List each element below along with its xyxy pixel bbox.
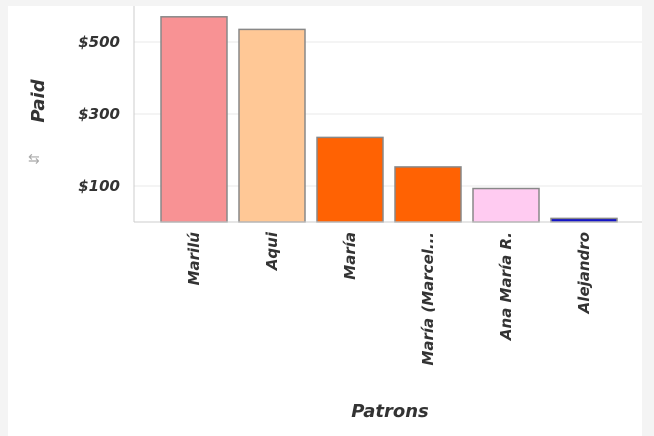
x-tick-label: Alejandro — [575, 232, 593, 314]
x-tick-label: Ana María R. — [497, 232, 515, 341]
bar[interactable] — [238, 28, 306, 223]
bars — [160, 16, 618, 223]
x-axis-title: Patrons — [351, 401, 429, 422]
x-tick-label: Aqui — [263, 231, 281, 271]
y-tick-label: $500 — [78, 33, 120, 51]
x-tick-label: María — [341, 232, 359, 280]
y-axis-title: Paid — [28, 78, 49, 122]
bar-chart: $100 $300 $500 Marilú Aqui María María (Marce… — [27, 6, 642, 422]
bar[interactable] — [316, 136, 384, 223]
x-tick-label: Marilú — [185, 232, 203, 286]
y-tick-label: $100 — [78, 177, 120, 195]
bar[interactable] — [160, 16, 228, 223]
bar[interactable] — [394, 166, 462, 223]
sort-icon[interactable]: ⇵ — [27, 153, 43, 165]
bar[interactable] — [472, 187, 540, 223]
chart-card: $100 $300 $500 Marilú Aqui María María (Marce… — [8, 6, 642, 436]
y-tick-labels: $100 $300 $500 — [78, 33, 120, 195]
x-tick-labels: Marilú Aqui María María (Marcel... Ana María… — [185, 231, 593, 365]
x-tick-label: María (Marcel... — [419, 232, 437, 366]
y-tick-label: $300 — [78, 105, 120, 123]
bar[interactable] — [550, 217, 618, 223]
